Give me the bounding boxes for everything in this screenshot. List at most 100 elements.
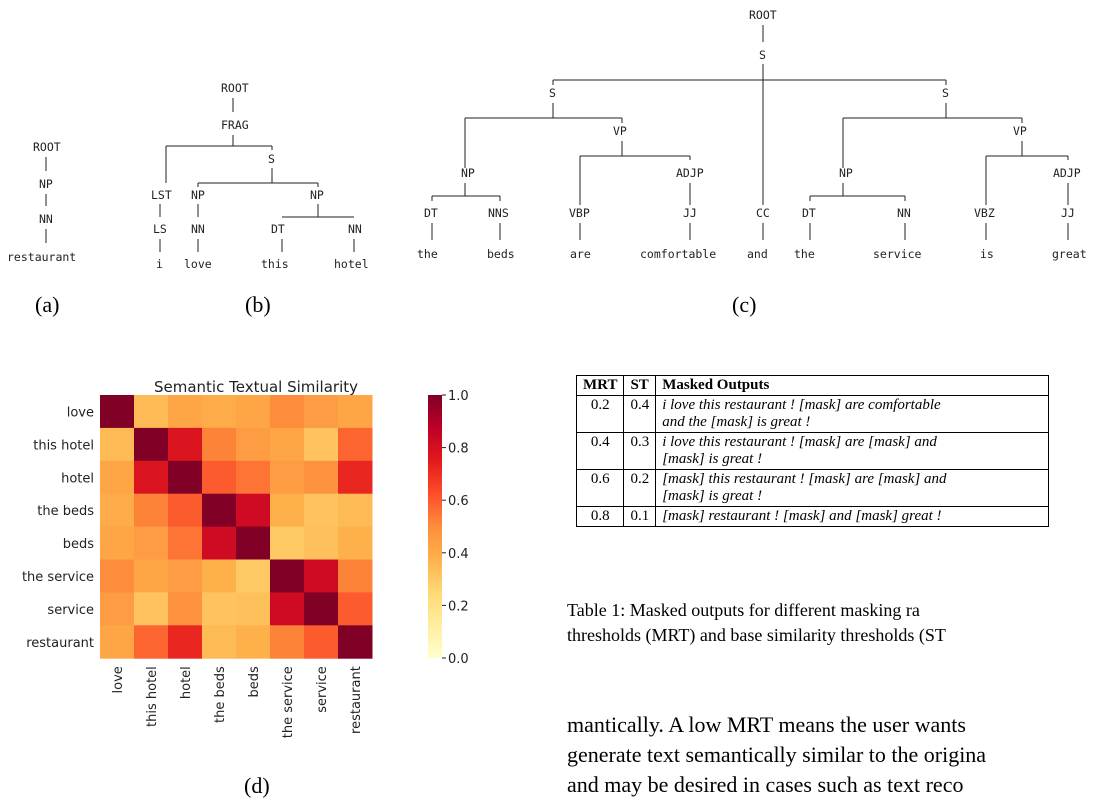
heatmap-cell [134, 526, 169, 560]
heatmap-cell [236, 395, 271, 429]
body-line: mantically. A low MRT means the user wan… [567, 712, 966, 737]
mrt-cell: 0.8 [575, 506, 625, 527]
tree-word: is [980, 247, 994, 261]
colorbar-tick-label: 0.0 [448, 652, 469, 667]
tree-node: CC [756, 206, 770, 220]
header-st: ST [623, 375, 657, 396]
heatmap-cell [304, 427, 339, 462]
heatmap-cell [338, 460, 373, 495]
heatmap-x-label: the service [281, 666, 296, 738]
tree-word: are [570, 247, 591, 261]
heatmap-cell [338, 427, 373, 462]
heatmap-y-label: this hotel [33, 438, 94, 453]
heatmap-x-label: hotel [179, 666, 194, 699]
tree-node: NP [461, 166, 475, 180]
heatmap-cell [270, 559, 305, 593]
output-line: [mask] is great ! [662, 451, 763, 467]
tree-word: i [156, 257, 163, 271]
mrt-cell: 0.6 [575, 469, 625, 507]
header-masked-outputs: Masked Outputs [655, 375, 1050, 396]
heatmap-cell [338, 395, 373, 429]
tree-word: the [794, 247, 815, 261]
heatmap-cell [134, 460, 169, 495]
heatmap-cell [100, 395, 135, 429]
heatmap-cell [304, 395, 339, 429]
tree-node: S [549, 86, 556, 100]
colorbar-tick-label: 0.4 [448, 547, 469, 562]
tree-node: NN [39, 212, 53, 226]
heatmap-cell [236, 559, 271, 593]
body-line: generate text semantically similar to th… [567, 742, 987, 767]
heatmap-y-label: beds [63, 537, 95, 552]
similarity-heatmap: Semantic Textual Similarity love this hot… [22, 378, 469, 738]
tree-node: JJ [1061, 206, 1075, 220]
heatmap-cell [236, 592, 271, 626]
colorbar-tick-label: 0.8 [448, 442, 469, 457]
tree-node: VP [613, 124, 627, 138]
heatmap-cell [304, 526, 339, 560]
heatmap-cell [270, 526, 305, 560]
tree-word: great [1052, 247, 1087, 261]
heatmap-x-label: service [315, 666, 330, 713]
heatmap-cell [168, 625, 203, 659]
body-line: and may be desired in cases such as text… [567, 772, 964, 797]
tree-node: FRAG [221, 118, 249, 132]
heatmap-cell [236, 625, 271, 659]
heatmap-cell [134, 493, 169, 528]
tree-word: this [261, 257, 289, 271]
heatmap-cell [338, 526, 373, 560]
heatmap-cell [202, 427, 237, 462]
heatmap-cell [202, 493, 237, 528]
heatmap-cell [338, 625, 373, 659]
heatmap-cell [134, 625, 169, 659]
masked-outputs-table: MRT ST Masked Outputs 0.2 0.4 i love thi… [575, 375, 1050, 527]
heatmap-x-labels: love this hotel hotel the beds beds the servi… [111, 666, 364, 738]
header-mrt: MRT [575, 375, 625, 396]
heatmap-cell [134, 559, 169, 593]
heatmap-cell [100, 625, 135, 659]
table-header-row: MRT ST Masked Outputs [575, 375, 1050, 396]
output-line: [mask] is great ! [662, 488, 763, 504]
tree-node: LST [151, 188, 172, 202]
mrt-cell: 0.2 [575, 395, 625, 433]
tree-node: ROOT [749, 8, 777, 22]
heatmap-cell [168, 526, 203, 560]
heatmap-cell [304, 559, 339, 593]
parse-trees: ROOT NP NN restaurant ROOT FRAG S LST NP… [7, 8, 1087, 271]
caption-d: (d) [244, 773, 270, 798]
heatmap-cell [304, 493, 339, 528]
tree-word: the [417, 247, 438, 261]
heatmap-cell [168, 559, 203, 593]
heatmap-cell [168, 395, 203, 429]
output-line: i love this restaurant ! [mask] are comf… [662, 397, 941, 413]
output-cell: [mask] this restaurant ! [mask] are [mas… [655, 469, 1050, 507]
heatmap-cell [100, 592, 135, 626]
output-cell: i love this restaurant ! [mask] are comf… [655, 395, 1050, 433]
tree-node: ADJP [676, 166, 704, 180]
heatmap-cell [236, 460, 271, 495]
heatmap-cell [168, 460, 203, 495]
heatmap-cell [168, 493, 203, 528]
heatmap-x-label: restaurant [349, 666, 364, 734]
tree-word: comfortable [640, 247, 716, 261]
tree-node: ROOT [33, 140, 61, 154]
tree-node: NN [191, 222, 205, 236]
heatmap-x-label: beds [247, 666, 262, 698]
tree-node: NP [839, 166, 853, 180]
output-cell: i love this restaurant ! [mask] are [mas… [655, 432, 1050, 470]
tree-word: and [747, 247, 768, 261]
heatmap-cell [100, 493, 135, 528]
table-caption: Table 1: Masked outputs for different ma… [567, 598, 946, 648]
tree-node: S [942, 86, 949, 100]
colorbar-tick-label: 0.6 [448, 494, 469, 509]
heatmap-y-label: service [47, 603, 94, 618]
heatmap-cell [270, 395, 305, 429]
heatmap-cell [338, 592, 373, 626]
heatmap-cell [202, 559, 237, 593]
heatmap-cell [236, 427, 271, 462]
heatmap-cell [270, 460, 305, 495]
tree-node: VBZ [974, 206, 995, 220]
heatmap-cell [202, 625, 237, 659]
output-line: i love this restaurant ! [mask] are [mas… [662, 434, 937, 450]
body-paragraph: mantically. A low MRT means the user wan… [567, 710, 986, 800]
